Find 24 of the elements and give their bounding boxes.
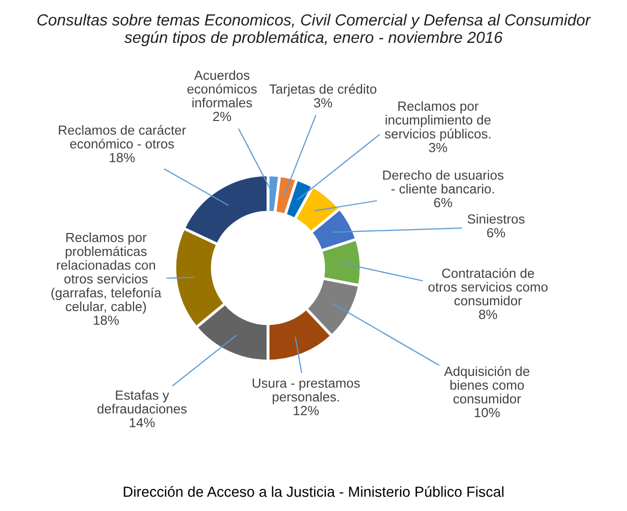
chart-title: Consultas sobre temas Economicos, Civil Comercial y Defensa al Consumidor según tipos de problemática, enero - noviembre 2016 [37, 14, 592, 46]
data-label: 18% [110, 152, 135, 162]
slice-label: Acuerdos económicos informales [187, 70, 257, 108]
data-label: 12% [294, 406, 319, 416]
slice-label: Estafas y defraudaciones [97, 390, 187, 414]
data-label: 2% [213, 112, 232, 122]
data-label: 3% [314, 98, 332, 108]
data-label: 3% [428, 142, 448, 152]
data-label: 18% [94, 316, 119, 325]
slice-label: Siniestros [468, 214, 524, 224]
slice-label: Usura - prestamos personales. [252, 378, 360, 404]
data-label: 8% [479, 310, 498, 320]
slice-label: Reclamos por incumplimiento de servicios públicos. [384, 101, 491, 142]
slice-label: Adquisición de bienes como consumidor [444, 366, 530, 404]
data-label: 10% [474, 408, 500, 418]
data-label: 6% [487, 228, 506, 238]
data-label: 14% [130, 418, 155, 428]
data-label: 6% [434, 198, 452, 208]
slice-label: Contratación de otros servicios como consumidor [428, 268, 548, 306]
slice-label: Tarjetas de crédito [269, 84, 376, 96]
text: Dirección de Acceso a la Justicia - Ministerio Público Fiscal [124, 486, 504, 497]
slice-label: Derecho de usuarios - cliente bancario. [383, 170, 504, 194]
slice-label: Reclamos por problemáticas relacionadas con otros servicios (garrafas, telefonía celular, cable) [51, 232, 162, 314]
slice-label: Reclamos de carácter económico - otros [58, 124, 186, 149]
